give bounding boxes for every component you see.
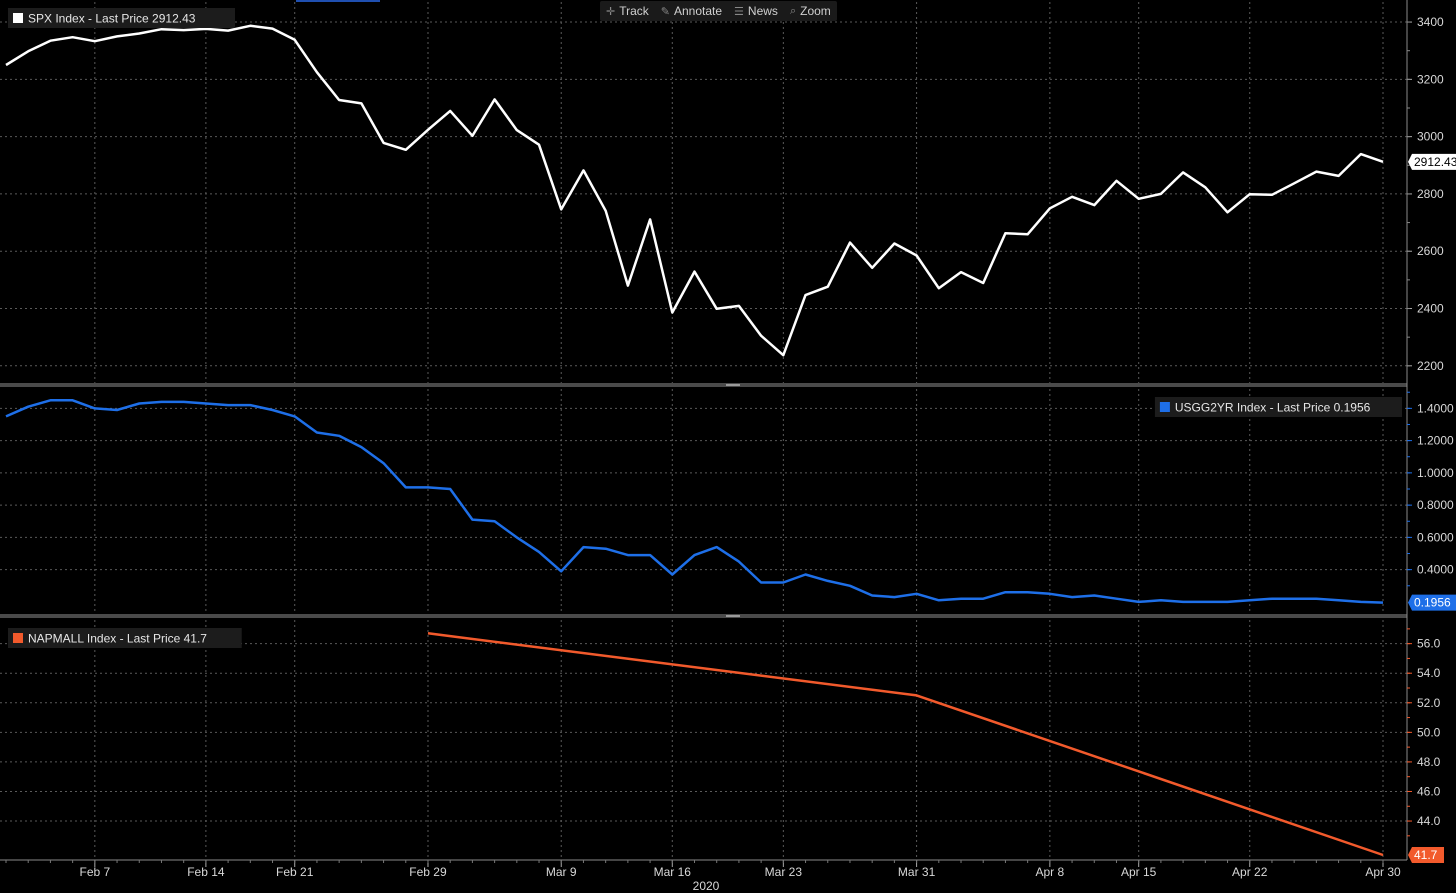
zoom-label: Zoom [800, 4, 831, 18]
y-tick-label: 2600 [1417, 244, 1444, 258]
x-tick-label: Feb 14 [187, 865, 225, 879]
y-tick-label: 2200 [1417, 359, 1444, 373]
last-value-box [1408, 153, 1456, 170]
x-tick-label: Feb 29 [409, 865, 447, 879]
y-tick-label: 52.0 [1417, 696, 1441, 710]
y-tick-label: 1.2000 [1417, 434, 1454, 448]
x-tick-label: Apr 30 [1365, 865, 1401, 879]
usgg2yr-legend: USGG2YR Index - Last Price 0.1956 [1154, 397, 1402, 417]
last-value-box [1408, 594, 1456, 611]
y-tick-label: 50.0 [1417, 725, 1441, 739]
y-tick-label: 3400 [1417, 15, 1444, 29]
track-button[interactable]: ✛ Track [600, 1, 655, 21]
y-tick-label: 2800 [1417, 187, 1444, 201]
y-tick-label: 0.6000 [1417, 530, 1454, 544]
x-tick-label: Mar 9 [546, 865, 577, 879]
legend-background [8, 8, 235, 28]
last-value-text: 2912.43 [1414, 155, 1456, 169]
x-tick-label: Mar 23 [765, 865, 803, 879]
spx-last-value-badge: 2912.43 [1408, 153, 1456, 170]
legend-label: NAPMALL Index - Last Price 41.7 [28, 632, 207, 646]
news-icon: ☰ [734, 4, 744, 18]
y-tick-label: 46.0 [1417, 784, 1441, 798]
y-tick-label: 54.0 [1417, 666, 1441, 680]
usgg2yr-last-value-badge: 0.1956 [1408, 594, 1456, 611]
y-tick-label: 44.0 [1417, 814, 1441, 828]
y-tick-label: 1.0000 [1417, 466, 1454, 480]
napmall-series-line [427, 632, 1384, 857]
x-year-label: 2020 [693, 879, 720, 893]
legend-background [8, 628, 242, 648]
napmall-last-value-badge: 41.7 [1408, 847, 1444, 864]
chart-toolbar: ✛ Track ✎ Annotate ☰ News ⌕ Zoom [600, 1, 837, 21]
x-tick-label: Feb 21 [276, 865, 314, 879]
last-value-box [1408, 847, 1444, 864]
x-tick-label: Apr 22 [1232, 865, 1268, 879]
x-tick-label: Feb 7 [79, 865, 110, 879]
annotate-button[interactable]: ✎ Annotate [655, 1, 728, 21]
series-lines [5, 24, 1384, 857]
last-value-text: 41.7 [1414, 848, 1438, 862]
x-tick-label: Mar 16 [654, 865, 692, 879]
panel-separator [0, 614, 1407, 618]
legend-swatch [13, 633, 23, 643]
y-tick-label: 3000 [1417, 130, 1444, 144]
legend-label: USGG2YR Index - Last Price 0.1956 [1175, 401, 1371, 415]
panel-resize-handle [726, 615, 740, 617]
legend-swatch [1159, 402, 1170, 412]
x-tick-label: Apr 8 [1036, 865, 1065, 879]
spx-legend: SPX Index - Last Price 2912.43 [8, 8, 235, 28]
panel-resize-handle [726, 384, 740, 386]
last-value-text: 0.1956 [1414, 596, 1451, 610]
magnifier-icon: ⌕ [789, 4, 797, 17]
legend-label: SPX Index - Last Price 2912.43 [28, 12, 196, 26]
legend-swatch [13, 13, 23, 23]
y-tick-label: 56.0 [1417, 637, 1441, 651]
y-tick-label: 48.0 [1417, 755, 1441, 769]
y-tick-label: 3200 [1417, 72, 1444, 86]
napmall-legend: NAPMALL Index - Last Price 41.7 [8, 628, 242, 648]
usgg2yr-series-line [5, 399, 1384, 604]
top-accent-bar [296, 0, 380, 2]
x-tick-label: Mar 31 [898, 865, 936, 879]
pencil-icon: ✎ [660, 4, 670, 18]
panel-separator [0, 383, 1407, 387]
legend-background [1154, 397, 1402, 417]
grid-layer [0, 2, 1407, 858]
y-tick-label: 0.4000 [1417, 563, 1454, 577]
news-label: News [747, 4, 778, 18]
x-tick-label: Apr 15 [1121, 865, 1157, 879]
zoom-button[interactable]: ⌕ Zoom [784, 1, 837, 21]
track-label: Track [619, 4, 649, 18]
y-tick-label: 0.8000 [1417, 498, 1454, 512]
crosshair-icon: ✛ [606, 4, 616, 18]
spx-series-line [5, 24, 1384, 357]
legend-layer: SPX Index - Last Price 2912.43 USGG2YR In… [8, 8, 1402, 648]
annotate-label: Annotate [674, 4, 723, 18]
panel-separators [0, 383, 1407, 618]
y-tick-label: 2400 [1417, 302, 1444, 316]
y-tick-label: 1.4000 [1417, 401, 1454, 415]
news-button[interactable]: ☰ News [728, 1, 784, 21]
